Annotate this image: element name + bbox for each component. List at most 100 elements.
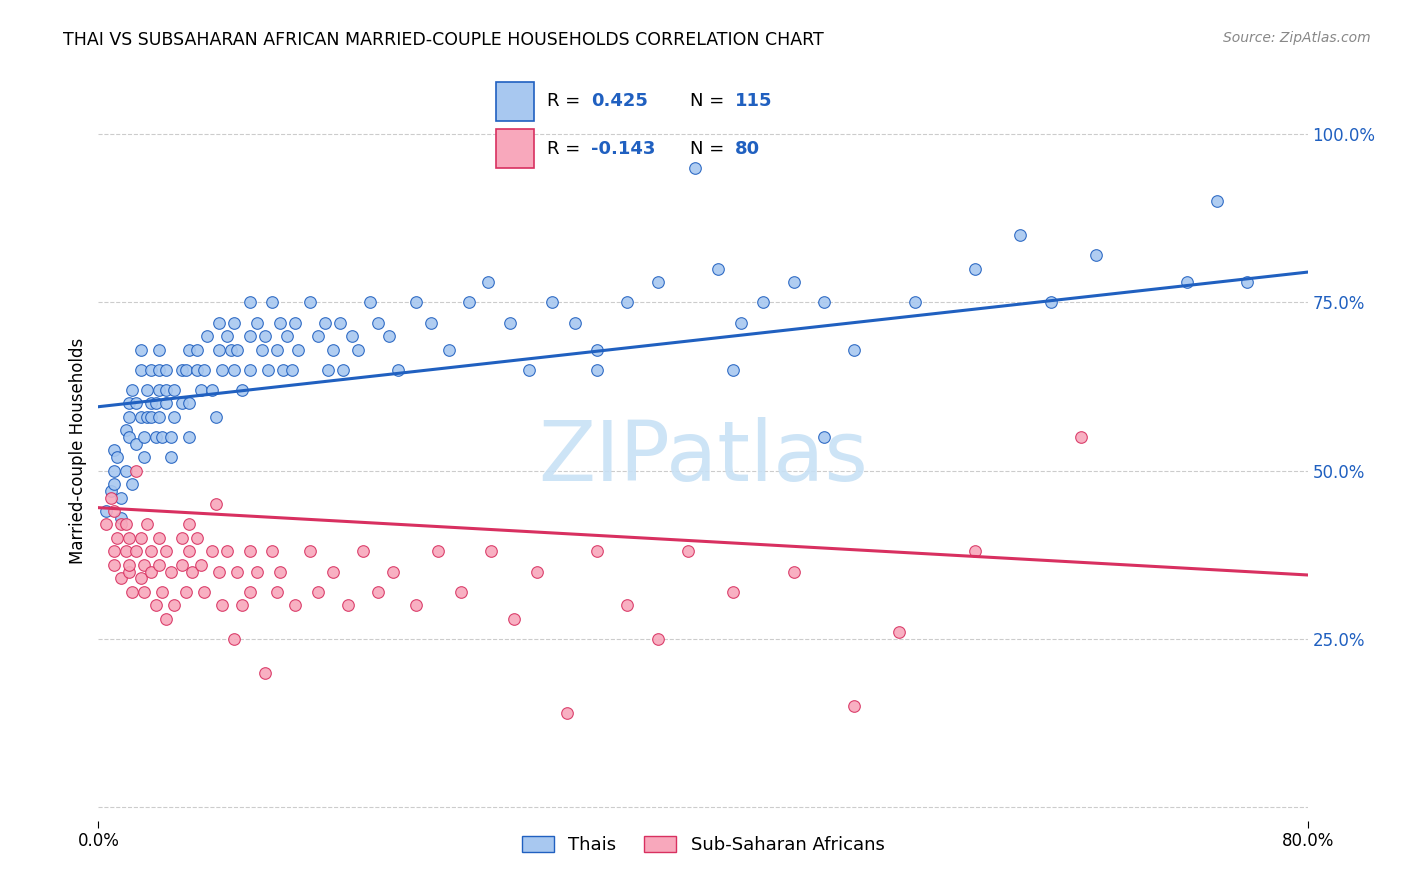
- Point: [360, 295, 382, 310]
- Point: [186, 362, 208, 376]
- Point: [676, 544, 699, 558]
- Point: [179, 544, 201, 558]
- Point: [148, 409, 170, 424]
- Point: [540, 295, 562, 310]
- Point: [215, 329, 238, 343]
- Point: [555, 706, 578, 720]
- Point: [110, 517, 132, 532]
- Point: [1175, 275, 1198, 289]
- Point: [100, 491, 122, 505]
- Point: [125, 544, 148, 558]
- Point: [262, 544, 284, 558]
- Point: [94, 504, 117, 518]
- Point: [195, 329, 218, 343]
- Point: [110, 491, 132, 505]
- Point: [231, 383, 253, 397]
- Point: [118, 396, 141, 410]
- Point: [141, 544, 163, 558]
- Point: [266, 584, 288, 599]
- Point: [125, 464, 148, 478]
- Point: [526, 565, 548, 579]
- Point: [100, 483, 122, 498]
- Point: [256, 362, 278, 376]
- Point: [186, 531, 208, 545]
- Point: [179, 396, 201, 410]
- Point: [190, 558, 212, 572]
- Point: [174, 584, 197, 599]
- Point: [163, 409, 186, 424]
- Point: [145, 396, 167, 410]
- Point: [201, 383, 224, 397]
- Point: [382, 565, 405, 579]
- FancyBboxPatch shape: [496, 82, 533, 121]
- Point: [148, 343, 170, 357]
- Point: [262, 295, 284, 310]
- Point: [170, 362, 193, 376]
- Legend: Thais, Sub-Saharan Africans: Thais, Sub-Saharan Africans: [512, 827, 894, 863]
- Point: [118, 531, 141, 545]
- Point: [1010, 228, 1032, 243]
- Point: [246, 316, 269, 330]
- Point: [118, 409, 141, 424]
- Point: [190, 383, 212, 397]
- Point: [121, 383, 143, 397]
- Point: [450, 584, 472, 599]
- Point: [141, 409, 163, 424]
- Point: [332, 362, 354, 376]
- Text: R =: R =: [547, 93, 585, 111]
- Point: [125, 436, 148, 450]
- Point: [387, 362, 409, 376]
- Point: [148, 558, 170, 572]
- Point: [103, 504, 125, 518]
- Text: 115: 115: [735, 93, 772, 111]
- Point: [148, 383, 170, 397]
- Point: [844, 343, 866, 357]
- Point: [148, 362, 170, 376]
- Point: [730, 316, 752, 330]
- Point: [336, 599, 359, 613]
- Point: [163, 599, 186, 613]
- Point: [205, 409, 228, 424]
- Point: [211, 599, 233, 613]
- Point: [586, 362, 609, 376]
- Point: [103, 443, 125, 458]
- Point: [150, 430, 173, 444]
- Point: [170, 396, 193, 410]
- Text: 0.425: 0.425: [592, 93, 648, 111]
- Point: [314, 316, 336, 330]
- Text: N =: N =: [690, 140, 730, 158]
- Point: [347, 343, 370, 357]
- Point: [503, 612, 526, 626]
- Point: [129, 409, 152, 424]
- Point: [813, 430, 835, 444]
- Text: ZIPatlas: ZIPatlas: [538, 417, 868, 498]
- Point: [723, 362, 745, 376]
- Point: [135, 409, 157, 424]
- Point: [193, 362, 215, 376]
- Point: [367, 584, 389, 599]
- Point: [813, 295, 835, 310]
- Point: [181, 565, 204, 579]
- Point: [103, 558, 125, 572]
- Point: [322, 565, 344, 579]
- Point: [160, 450, 183, 465]
- Point: [405, 599, 427, 613]
- Point: [284, 316, 307, 330]
- Point: [129, 362, 152, 376]
- Point: [155, 383, 177, 397]
- Point: [121, 584, 143, 599]
- Point: [253, 665, 276, 680]
- Point: [498, 316, 520, 330]
- Point: [266, 343, 288, 357]
- Point: [193, 584, 215, 599]
- Point: [114, 464, 136, 478]
- Point: [145, 430, 167, 444]
- Point: [160, 430, 183, 444]
- Point: [103, 544, 125, 558]
- Point: [155, 544, 177, 558]
- Point: [271, 362, 294, 376]
- Point: [481, 544, 503, 558]
- Point: [186, 343, 208, 357]
- Point: [224, 362, 246, 376]
- Point: [231, 599, 253, 613]
